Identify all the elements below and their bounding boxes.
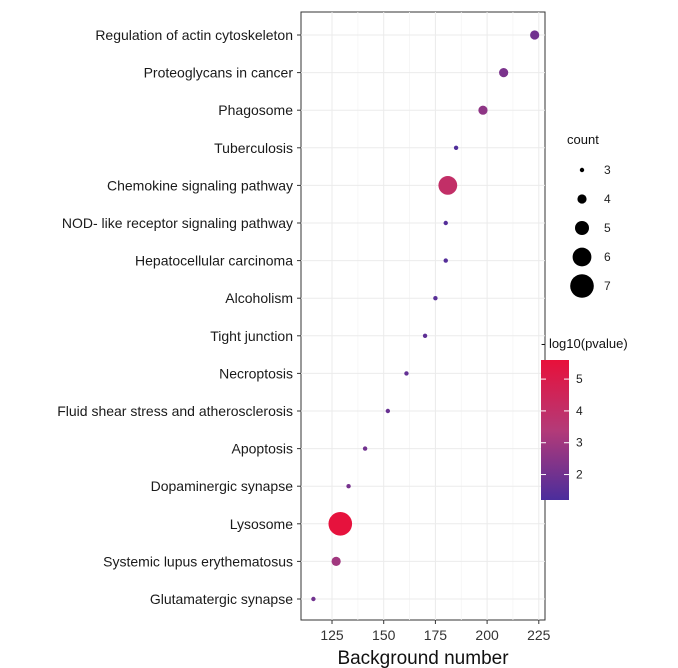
- category-label: Hepatocellular carcinoma: [135, 253, 293, 269]
- x-axis-title: Background number: [337, 648, 509, 668]
- color-legend-title: - log10(pvalue): [541, 336, 628, 351]
- size-legend-dot: [577, 194, 587, 204]
- category-label: Regulation of actin cytoskeleton: [95, 27, 293, 43]
- data-point: [499, 68, 509, 78]
- x-tick-label: 225: [527, 627, 551, 643]
- category-labels: Regulation of actin cytoskeleton Proteogl…: [57, 27, 301, 607]
- size-legend-label: 3: [604, 163, 611, 177]
- color-legend-label: 3: [576, 436, 583, 450]
- category-label: Dopaminergic synapse: [151, 478, 294, 494]
- data-point: [443, 220, 448, 226]
- data-point: [422, 333, 428, 338]
- size-legend-dot: [572, 247, 592, 267]
- size-legend-label: 4: [604, 192, 611, 206]
- data-point: [453, 145, 459, 150]
- data-point: [433, 296, 438, 301]
- data-point: [438, 176, 458, 195]
- category-label: Systemic lupus erythematosus: [103, 553, 293, 569]
- category-label: NOD- like receptor signaling pathway: [62, 215, 293, 231]
- data-points: [311, 30, 540, 602]
- data-point: [346, 484, 351, 489]
- category-label: Alcoholism: [225, 290, 293, 306]
- color-legend-label: 4: [576, 404, 583, 418]
- category-label: Tight junction: [210, 328, 293, 344]
- category-label: Lysosome: [230, 516, 294, 532]
- category-label: Necroptosis: [219, 365, 293, 381]
- data-point: [443, 258, 448, 263]
- category-label: Tuberculosis: [214, 140, 293, 156]
- data-point: [328, 512, 353, 536]
- category-label: Phagosome: [218, 102, 293, 118]
- color-legend-label: 5: [576, 372, 583, 386]
- data-point: [331, 556, 341, 567]
- category-label: Apoptosis: [232, 441, 293, 457]
- x-tick-label: 175: [424, 627, 448, 643]
- data-point: [478, 105, 488, 115]
- data-point: [385, 408, 391, 414]
- size-legend-dot: [575, 221, 589, 235]
- color-legend-label: 2: [576, 468, 583, 482]
- data-point: [362, 446, 368, 451]
- category-label: Glutamatergic synapse: [150, 591, 293, 607]
- size-legend-dot: [570, 274, 594, 298]
- data-point: [311, 596, 316, 602]
- x-tick-label: 150: [372, 627, 396, 643]
- size-legend-label: 7: [604, 279, 611, 293]
- category-label: Proteoglycans in cancer: [144, 65, 294, 81]
- x-tick-label: 200: [475, 627, 499, 643]
- color-gradient-bar: [541, 360, 569, 500]
- data-point: [404, 371, 409, 376]
- size-legend-label: 5: [604, 221, 611, 235]
- category-label: Chemokine signaling pathway: [107, 177, 293, 193]
- x-axis-ticks: 125 150 175 200 225: [320, 620, 551, 643]
- size-legend: count 3 4 5 6 7: [567, 132, 611, 298]
- data-point: [530, 30, 540, 40]
- size-legend-title: count: [567, 132, 599, 147]
- x-tick-label: 125: [320, 627, 344, 643]
- size-legend-dot: [579, 167, 585, 173]
- category-label: Fluid shear stress and atherosclerosis: [57, 403, 293, 419]
- color-legend: - log10(pvalue) 2 3 4 5: [541, 336, 628, 500]
- size-legend-label: 6: [604, 250, 611, 264]
